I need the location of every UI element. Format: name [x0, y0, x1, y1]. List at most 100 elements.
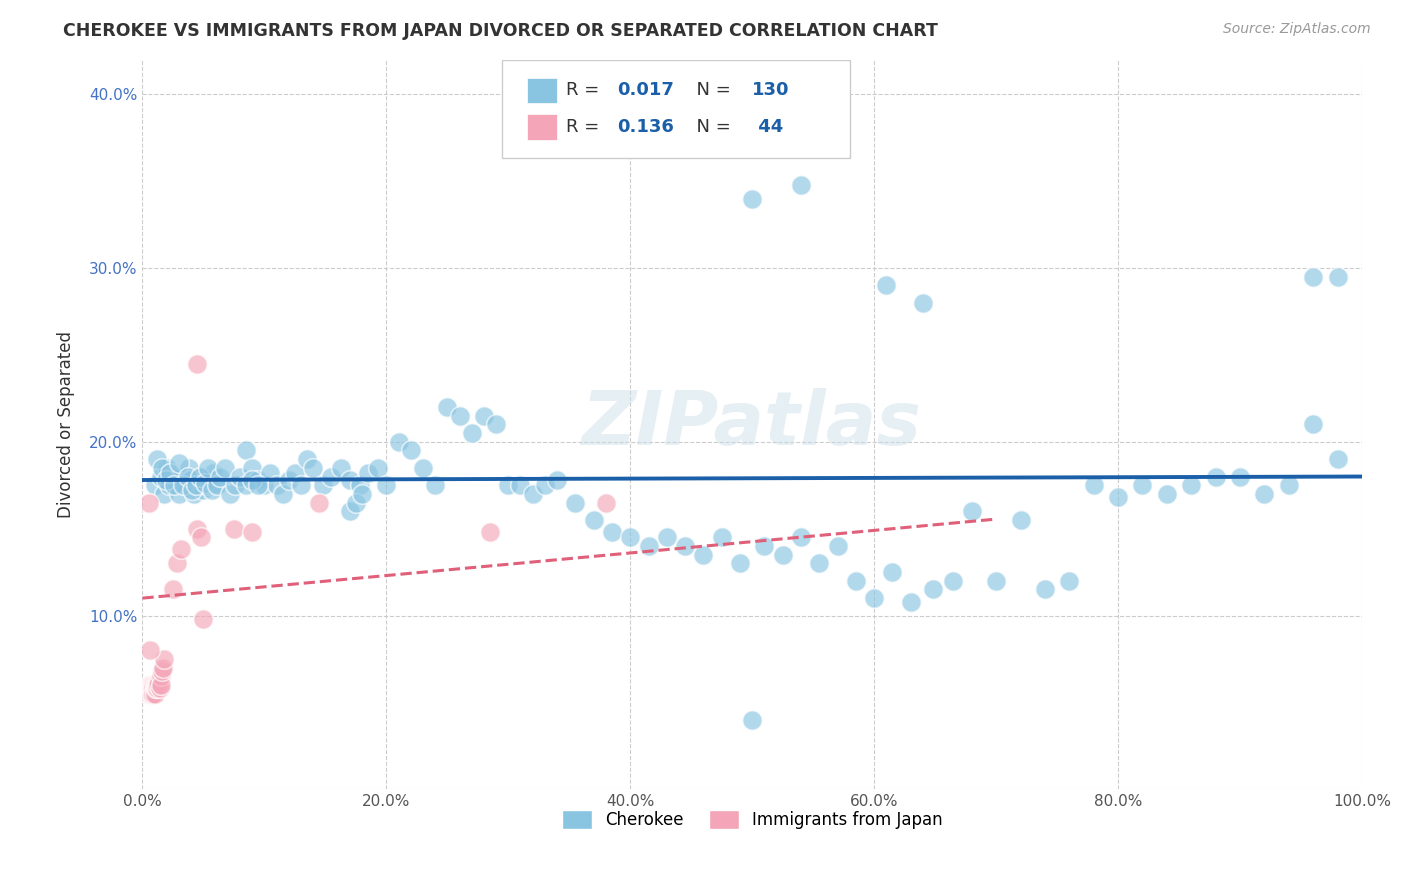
Point: [436, 400, 458, 414]
Point: [150, 664, 173, 678]
Point: [138, 678, 160, 692]
Point: [1253, 487, 1275, 501]
Point: [135, 681, 157, 696]
Point: [271, 487, 294, 501]
Point: [183, 487, 205, 501]
Point: [167, 487, 190, 501]
Point: [136, 681, 159, 696]
Point: [174, 478, 197, 492]
Text: 130: 130: [752, 81, 790, 99]
Point: [240, 473, 263, 487]
Point: [247, 473, 270, 487]
Point: [485, 417, 508, 432]
Point: [308, 495, 330, 509]
Point: [193, 612, 215, 626]
Point: [284, 466, 307, 480]
Point: [188, 469, 211, 483]
Point: [295, 452, 318, 467]
Point: [190, 469, 212, 483]
Point: [375, 478, 398, 492]
Point: [564, 495, 586, 509]
FancyBboxPatch shape: [527, 78, 557, 103]
Point: [534, 478, 557, 492]
Point: [205, 478, 228, 492]
Point: [139, 678, 162, 692]
Point: [156, 460, 179, 475]
Point: [349, 478, 371, 492]
Point: [266, 478, 288, 492]
Point: [150, 460, 173, 475]
Point: [900, 594, 922, 608]
Point: [138, 495, 160, 509]
Point: [139, 678, 162, 692]
Point: [339, 504, 361, 518]
Point: [235, 478, 257, 492]
Point: [728, 557, 751, 571]
Point: [170, 542, 193, 557]
Point: [619, 530, 641, 544]
Point: [911, 295, 934, 310]
Point: [357, 466, 380, 480]
Text: R =: R =: [565, 81, 605, 99]
Point: [157, 478, 180, 492]
Point: [1326, 269, 1348, 284]
Point: [149, 469, 172, 483]
Point: [472, 409, 495, 423]
Point: [153, 487, 176, 501]
Point: [194, 476, 217, 491]
Text: Source: ZipAtlas.com: Source: ZipAtlas.com: [1223, 22, 1371, 37]
Point: [184, 478, 207, 492]
Point: [637, 539, 659, 553]
Point: [387, 434, 409, 449]
Point: [186, 478, 208, 492]
Point: [741, 713, 763, 727]
Point: [148, 674, 170, 689]
Point: [148, 681, 170, 696]
Point: [498, 478, 520, 492]
Point: [344, 495, 367, 509]
Point: [146, 681, 169, 696]
Point: [1156, 487, 1178, 501]
Point: [240, 460, 263, 475]
Point: [186, 357, 208, 371]
Point: [141, 678, 163, 692]
Point: [186, 522, 208, 536]
FancyBboxPatch shape: [527, 114, 557, 140]
Point: [367, 460, 389, 475]
Point: [166, 557, 188, 571]
Text: N =: N =: [685, 81, 737, 99]
Point: [600, 525, 623, 540]
Point: [1010, 513, 1032, 527]
Text: 0.017: 0.017: [617, 81, 673, 99]
Point: [1302, 417, 1324, 432]
Point: [214, 460, 236, 475]
Point: [302, 460, 325, 475]
Point: [1205, 469, 1227, 483]
Point: [141, 681, 163, 696]
Point: [166, 478, 188, 492]
Point: [321, 469, 343, 483]
Point: [546, 473, 568, 487]
Point: [1180, 478, 1202, 492]
Point: [863, 591, 886, 606]
Point: [412, 460, 434, 475]
Point: [176, 469, 198, 483]
Point: [790, 178, 813, 192]
Point: [423, 478, 446, 492]
Point: [882, 565, 904, 579]
Point: [141, 687, 163, 701]
Point: [808, 557, 831, 571]
Point: [197, 460, 219, 475]
Point: [142, 681, 165, 696]
FancyBboxPatch shape: [502, 60, 849, 158]
Point: [162, 469, 184, 483]
Point: [139, 681, 162, 696]
Point: [253, 478, 276, 492]
Point: [399, 443, 422, 458]
Point: [1033, 582, 1056, 597]
Text: 44: 44: [752, 118, 783, 136]
Point: [229, 469, 252, 483]
Point: [330, 460, 353, 475]
Point: [145, 681, 167, 696]
Text: R =: R =: [565, 118, 605, 136]
